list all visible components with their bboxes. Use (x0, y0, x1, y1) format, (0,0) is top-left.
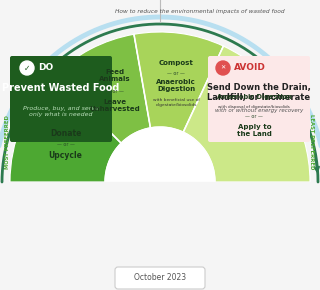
Text: — or —: — or — (245, 114, 263, 119)
Text: ✕: ✕ (220, 66, 226, 70)
Text: Compost: Compost (159, 60, 194, 66)
Wedge shape (183, 46, 310, 182)
Text: ✓: ✓ (24, 64, 30, 72)
Text: How to reduce the environmental impacts of wasted food: How to reduce the environmental impacts … (115, 10, 285, 14)
Text: Anaerobic Digestion: Anaerobic Digestion (217, 94, 292, 100)
Text: Leave
Unharvested: Leave Unharvested (90, 99, 140, 112)
Text: — or —: — or — (167, 71, 185, 76)
FancyBboxPatch shape (115, 267, 205, 289)
Text: Donate: Donate (50, 129, 81, 138)
Wedge shape (10, 76, 121, 182)
FancyBboxPatch shape (10, 56, 112, 142)
Text: LEAST PREFERRED: LEAST PREFERRED (309, 114, 315, 170)
Text: — or —: — or — (106, 89, 124, 94)
Text: — or —: — or — (57, 142, 75, 147)
Text: October 2023: October 2023 (134, 273, 186, 282)
Polygon shape (10, 182, 310, 187)
Text: Prevent Wasted Food: Prevent Wasted Food (2, 83, 120, 93)
Text: DO: DO (38, 64, 53, 72)
Circle shape (20, 61, 34, 75)
Text: with or without energy recovery: with or without energy recovery (215, 108, 303, 113)
Wedge shape (134, 32, 223, 132)
Text: Upcycle: Upcycle (49, 151, 83, 160)
Text: Send Down the Drain,
Landfill, or Incinerate: Send Down the Drain, Landfill, or Incine… (207, 83, 311, 102)
Text: Apply to
the Land: Apply to the Land (237, 124, 272, 137)
Text: Feed
Animals: Feed Animals (99, 69, 131, 82)
FancyBboxPatch shape (208, 56, 310, 142)
Text: AVOID: AVOID (234, 64, 266, 72)
Polygon shape (105, 127, 215, 182)
Text: with disposal of digestate/biosolids: with disposal of digestate/biosolids (219, 105, 290, 109)
Text: Produce, buy, and serve
only what is needed: Produce, buy, and serve only what is nee… (23, 106, 99, 117)
Circle shape (216, 61, 230, 75)
Text: Anaerobic
Digestion: Anaerobic Digestion (156, 79, 196, 92)
Text: with beneficial use of
digestate/biosolids: with beneficial use of digestate/biosoli… (153, 99, 199, 107)
Wedge shape (54, 34, 150, 143)
Text: MOST PREFERRED: MOST PREFERRED (5, 115, 11, 169)
